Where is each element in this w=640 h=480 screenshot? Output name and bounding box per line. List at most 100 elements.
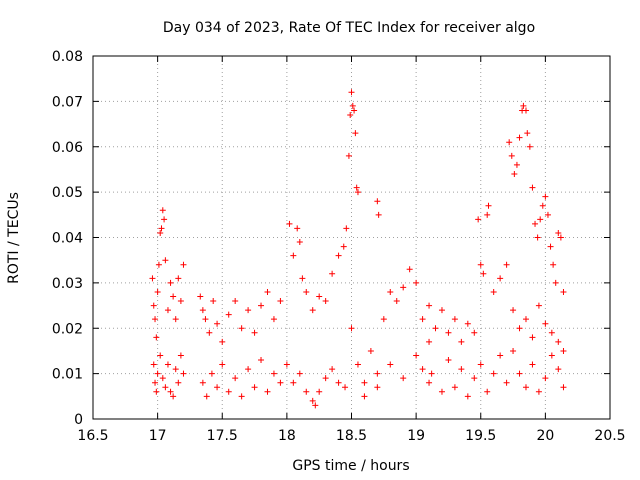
data-point (206, 329, 213, 336)
data-point (542, 320, 549, 327)
x-tick-label: 17 (149, 428, 167, 444)
chart-title: Day 034 of 2023, Rate Of TEC Index for r… (163, 20, 535, 36)
data-point (451, 384, 458, 391)
data-point (387, 288, 394, 295)
data-point (214, 384, 221, 391)
data-point (202, 316, 209, 323)
data-point (503, 261, 510, 268)
data-point (264, 288, 271, 295)
data-point (480, 270, 487, 277)
data-point (471, 329, 478, 336)
data-point (322, 375, 329, 382)
data-point (535, 388, 542, 395)
data-point (510, 347, 517, 354)
data-point (516, 325, 523, 332)
data-point (510, 307, 517, 314)
data-point (477, 261, 484, 268)
y-tick-label: 0.08 (52, 49, 83, 65)
data-point (432, 325, 439, 332)
data-point (529, 184, 536, 191)
data-point (264, 388, 271, 395)
data-point (353, 184, 360, 191)
data-point (438, 307, 445, 314)
data-point (524, 130, 531, 137)
data-point (471, 375, 478, 382)
data-point (170, 393, 177, 400)
data-point (150, 302, 157, 309)
data-point (153, 388, 160, 395)
data-point (172, 366, 179, 373)
data-point (154, 370, 161, 377)
data-point (526, 143, 533, 150)
data-point (539, 202, 546, 209)
data-point (162, 384, 169, 391)
data-point (522, 107, 529, 114)
data-point (380, 316, 387, 323)
data-point (322, 298, 329, 305)
data-point (294, 225, 301, 232)
data-point (490, 370, 497, 377)
x-tick-label: 17.5 (207, 428, 238, 444)
data-point (303, 388, 310, 395)
data-point (560, 384, 567, 391)
data-point (413, 279, 420, 286)
data-point (374, 370, 381, 377)
y-axis-label: ROTI / TECUs (6, 192, 22, 284)
data-point (309, 307, 316, 314)
data-point (180, 261, 187, 268)
data-point (309, 397, 316, 404)
data-point (208, 370, 215, 377)
data-point (199, 379, 206, 386)
ticks-layer: 16.5 17 17.5 18 18.5 19 19.5 20 20.5 0 0.01 0.02 0.0… (52, 49, 626, 444)
data-point (542, 375, 549, 382)
data-point (232, 375, 239, 382)
data-point (458, 338, 465, 345)
data-point (290, 252, 297, 259)
data-point (516, 370, 523, 377)
y-tick-label: 0.05 (52, 185, 83, 201)
data-point (180, 370, 187, 377)
x-tick-label: 18 (278, 428, 296, 444)
data-point (155, 261, 162, 268)
data-point (503, 379, 510, 386)
data-point (522, 384, 529, 391)
data-point (532, 220, 539, 227)
data-point (555, 229, 562, 236)
data-point (426, 338, 433, 345)
x-tick-label: 19.5 (465, 428, 496, 444)
data-point (367, 347, 374, 354)
data-point (286, 220, 293, 227)
data-point (513, 161, 520, 168)
data-point (150, 361, 157, 368)
data-point (154, 288, 161, 295)
data-point (177, 298, 184, 305)
data-point (464, 320, 471, 327)
data-point (445, 357, 452, 364)
data-point (557, 234, 564, 241)
data-point (283, 361, 290, 368)
data-point (172, 316, 179, 323)
data-point (445, 329, 452, 336)
data-point (167, 388, 174, 395)
data-point (535, 302, 542, 309)
data-point (225, 388, 232, 395)
data-point (354, 189, 361, 196)
data-point (547, 243, 554, 250)
x-tick-label: 19 (407, 428, 425, 444)
data-point (522, 316, 529, 323)
data-point (544, 211, 551, 218)
data-point (560, 288, 567, 295)
x-tick-label: 20.5 (594, 428, 625, 444)
data-point (152, 379, 159, 386)
data-point (170, 293, 177, 300)
grid-layer (93, 56, 610, 419)
data-point (316, 293, 323, 300)
data-point (426, 379, 433, 386)
data-point (550, 261, 557, 268)
data-point (329, 270, 336, 277)
data-point (552, 279, 559, 286)
data-point (506, 139, 513, 146)
data-point (251, 384, 258, 391)
data-point (345, 152, 352, 159)
